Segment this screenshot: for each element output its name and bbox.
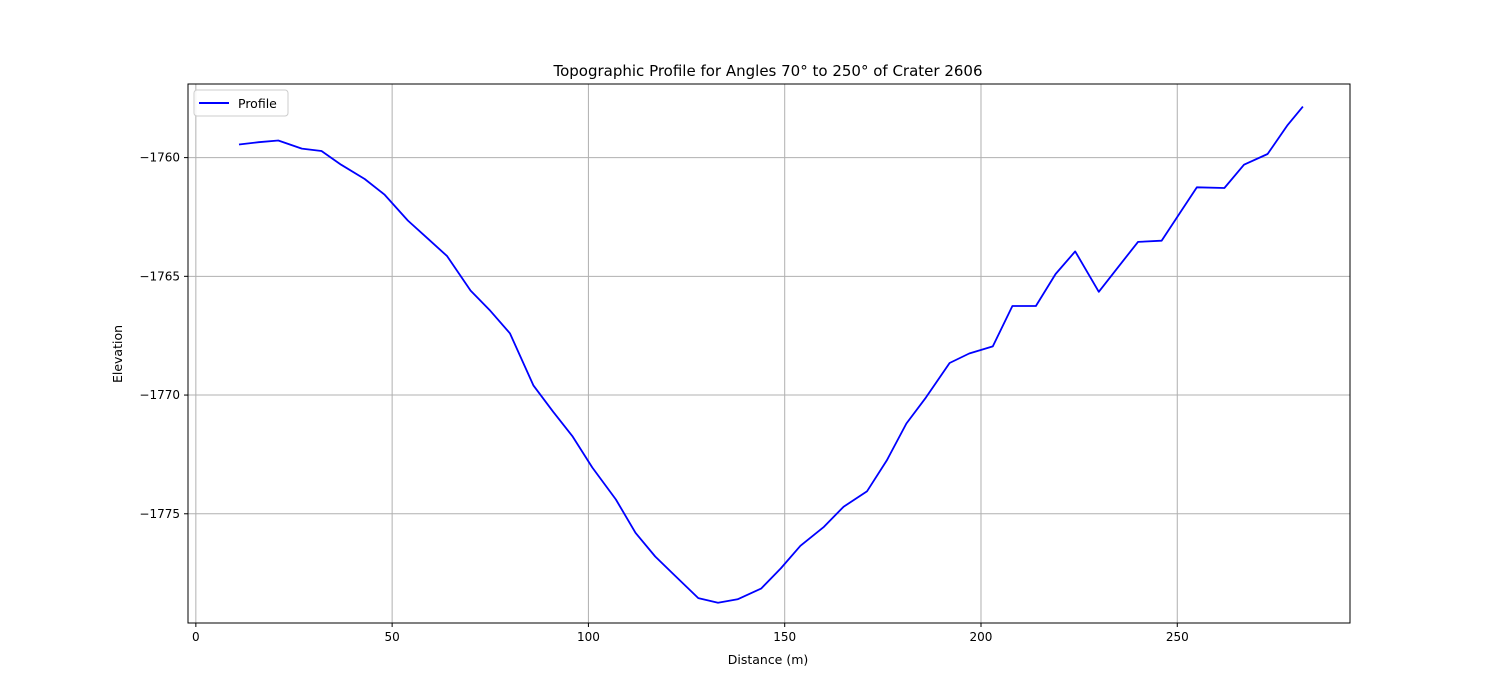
- y-axis-label: Elevation: [110, 325, 125, 383]
- plot-frame: [187, 83, 1351, 624]
- grid: [188, 84, 1350, 623]
- y-tick-label: −1760: [139, 151, 180, 165]
- x-tick-label: 200: [970, 630, 993, 644]
- x-axis-label: Distance (m): [728, 652, 809, 667]
- legend-entry: Profile: [238, 96, 277, 111]
- y-axis: −1760 −1765 −1770 −1775: [139, 151, 188, 521]
- chart-title: Topographic Profile for Angles 70° to 25…: [552, 62, 982, 80]
- x-tick-label: 250: [1166, 630, 1189, 644]
- y-tick-label: −1765: [139, 269, 180, 283]
- series-layer: [238, 106, 1304, 604]
- x-tick-label: 150: [773, 630, 796, 644]
- y-tick-label: −1770: [139, 388, 180, 402]
- y-tick-label: −1775: [139, 507, 180, 521]
- series-line-profile: [238, 106, 1304, 604]
- x-tick-label: 50: [384, 630, 399, 644]
- legend: Profile: [193, 89, 289, 117]
- x-tick-label: 0: [192, 630, 200, 644]
- x-axis: 0 50 100 150 200 250: [192, 623, 1189, 644]
- x-tick-label: 100: [577, 630, 600, 644]
- legend-box: [193, 89, 289, 117]
